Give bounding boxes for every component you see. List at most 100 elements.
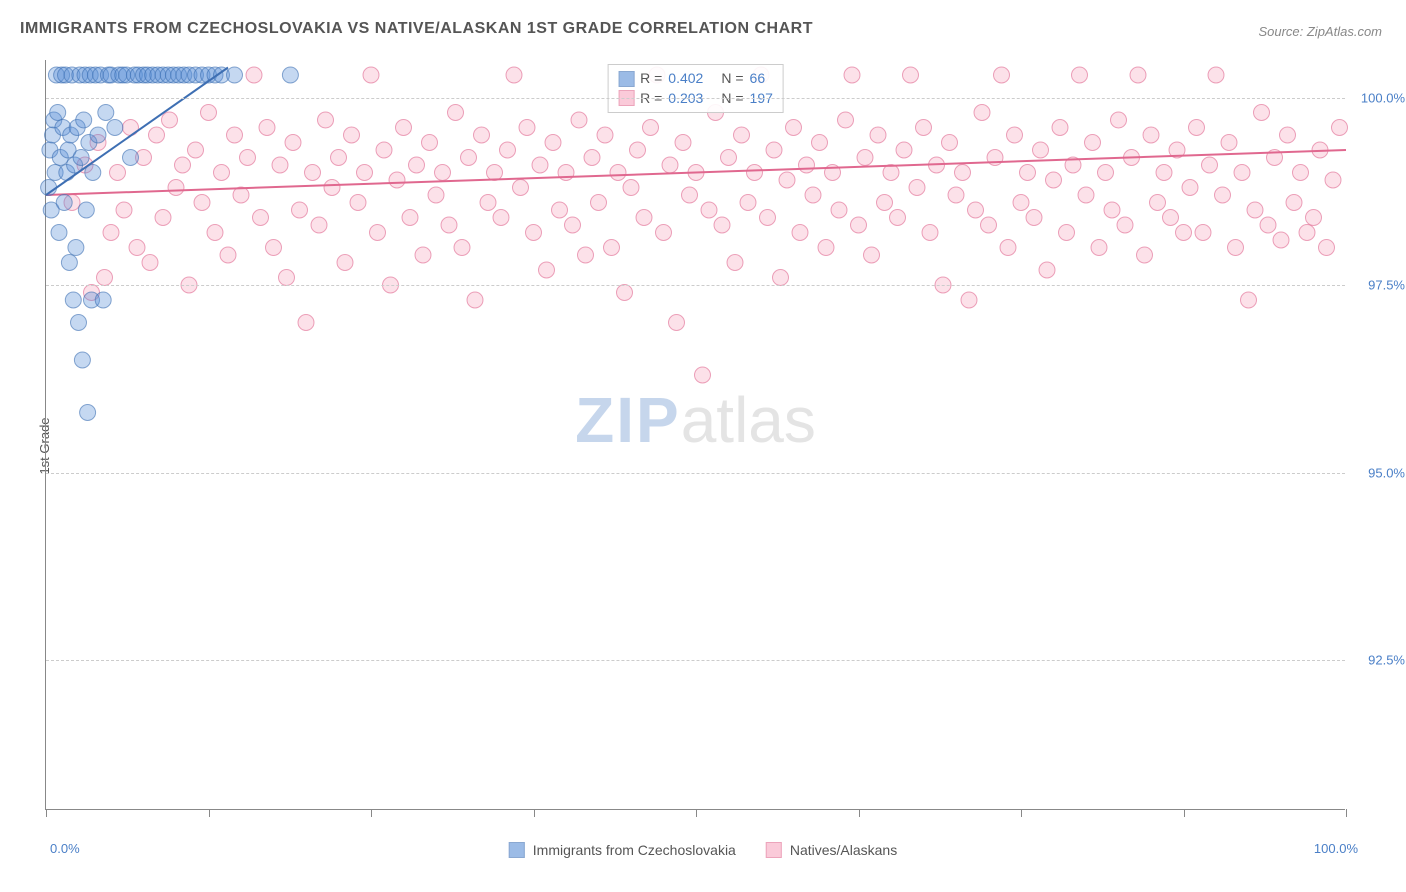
scatter-point <box>311 217 327 233</box>
scatter-point <box>1078 187 1094 203</box>
scatter-point <box>74 352 90 368</box>
scatter-point <box>305 165 321 181</box>
scatter-point <box>994 67 1010 83</box>
scatter-point <box>1208 67 1224 83</box>
scatter-point <box>1234 165 1250 181</box>
gridline <box>46 98 1345 99</box>
scatter-point <box>129 240 145 256</box>
scatter-point <box>116 202 132 218</box>
scatter-point <box>1195 225 1211 241</box>
scatter-point <box>194 195 210 211</box>
scatter-point <box>1091 240 1107 256</box>
scatter-point <box>552 202 568 218</box>
scatter-point <box>78 202 94 218</box>
scatter-point <box>1085 135 1101 151</box>
scatter-point <box>376 142 392 158</box>
scatter-point <box>773 270 789 286</box>
scatter-point <box>201 105 217 121</box>
scatter-point <box>282 67 298 83</box>
scatter-point <box>214 165 230 181</box>
scatter-point <box>279 270 295 286</box>
scatter-point <box>805 187 821 203</box>
y-tick-label: 100.0% <box>1361 90 1405 105</box>
x-tick <box>1346 809 1347 817</box>
series1-label: Immigrants from Czechoslovakia <box>533 842 736 858</box>
scatter-point <box>545 135 561 151</box>
scatter-point <box>259 120 275 136</box>
scatter-point <box>656 225 672 241</box>
scatter-point <box>942 135 958 151</box>
y-tick-label: 97.5% <box>1368 278 1405 293</box>
scatter-point <box>107 120 123 136</box>
scatter-point <box>539 262 555 278</box>
scatter-point <box>266 240 282 256</box>
scatter-point <box>675 135 691 151</box>
scatter-point <box>747 165 763 181</box>
scatter-point <box>1111 112 1127 128</box>
scatter-point <box>51 225 67 241</box>
scatter-point <box>68 240 84 256</box>
scatter-point <box>1221 135 1237 151</box>
scatter-point <box>1150 195 1166 211</box>
scatter-point <box>396 120 412 136</box>
scatter-point <box>766 142 782 158</box>
scatter-point <box>370 225 386 241</box>
scatter-point <box>402 210 418 226</box>
scatter-point <box>227 67 243 83</box>
x-tick <box>534 809 535 817</box>
scatter-point <box>1026 210 1042 226</box>
scatter-point <box>909 180 925 196</box>
scatter-point <box>591 195 607 211</box>
scatter-point <box>318 112 334 128</box>
scatter-point <box>682 187 698 203</box>
series2-swatch-icon <box>766 842 782 858</box>
scatter-point <box>903 67 919 83</box>
y-tick-label: 92.5% <box>1368 653 1405 668</box>
x-tick <box>1184 809 1185 817</box>
scatter-point <box>1299 225 1315 241</box>
scatter-point <box>1286 195 1302 211</box>
source-attribution: Source: ZipAtlas.com <box>1258 24 1382 39</box>
scatter-point <box>838 112 854 128</box>
scatter-point <box>740 195 756 211</box>
scatter-point <box>71 315 87 331</box>
scatter-point <box>1176 225 1192 241</box>
scatter-point <box>1156 165 1172 181</box>
scatter-point <box>90 127 106 143</box>
scatter-point <box>922 225 938 241</box>
scatter-point <box>331 150 347 166</box>
scatter-point <box>162 112 178 128</box>
scatter-point <box>65 292 81 308</box>
scatter-point <box>630 142 646 158</box>
scatter-point <box>1325 172 1341 188</box>
series1-swatch <box>618 71 634 87</box>
scatter-point <box>253 210 269 226</box>
scatter-point <box>149 127 165 143</box>
scatter-point <box>1241 292 1257 308</box>
scatter-point <box>1215 187 1231 203</box>
scatter-point <box>454 240 470 256</box>
gridline <box>46 473 1345 474</box>
x-tick <box>371 809 372 817</box>
scatter-point <box>487 165 503 181</box>
scatter-point <box>292 202 308 218</box>
scatter-point <box>734 127 750 143</box>
scatter-point <box>844 67 860 83</box>
scatter-point <box>188 142 204 158</box>
scatter-point <box>571 112 587 128</box>
scatter-point <box>1059 225 1075 241</box>
x-tick <box>696 809 697 817</box>
scatter-point <box>1280 127 1296 143</box>
scatter-point <box>948 187 964 203</box>
x-tick <box>209 809 210 817</box>
scatter-point <box>142 255 158 271</box>
scatter-point <box>604 240 620 256</box>
scatter-point <box>727 255 743 271</box>
scatter-point <box>1319 240 1335 256</box>
scatter-point <box>80 405 96 421</box>
scatter-point <box>1137 247 1153 263</box>
scatter-point <box>95 292 111 308</box>
y-tick-label: 95.0% <box>1368 465 1405 480</box>
scatter-point <box>480 195 496 211</box>
bottom-legend: Immigrants from Czechoslovakia Natives/A… <box>509 842 897 858</box>
